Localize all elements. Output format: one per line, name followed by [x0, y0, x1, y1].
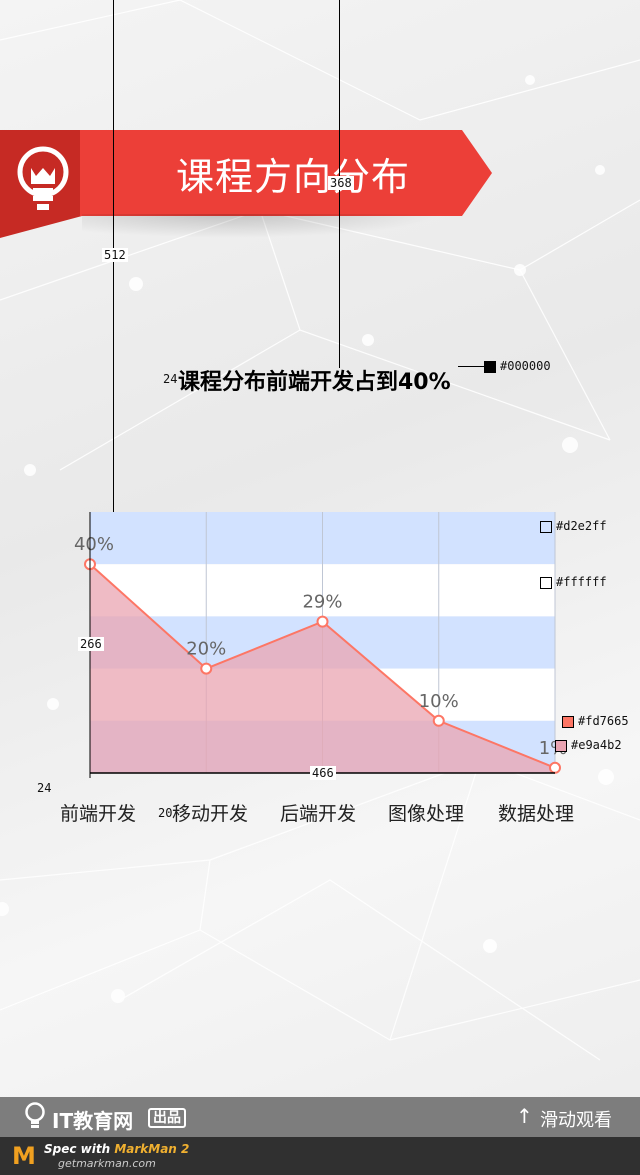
- x-tick-label: 数据处理: [498, 803, 575, 825]
- data-label: 29%: [302, 592, 342, 613]
- markman-credit: Spec with MarkMan 2: [44, 1142, 190, 1156]
- x-tick-label: 前端开发: [60, 803, 137, 825]
- banner-shadow: [82, 214, 442, 238]
- series-points: [84, 558, 561, 774]
- spec-measure-368: 368: [328, 176, 354, 190]
- markman-logo-icon: M: [12, 1142, 36, 1170]
- footer-brand: IT教育网: [52, 1109, 134, 1133]
- spec-color-text: #000000: [484, 359, 551, 373]
- markman-url: getmarkman.com: [58, 1157, 156, 1170]
- chart-subtitle: 课程分布前端开发占到40%: [178, 370, 451, 395]
- data-point: [549, 761, 561, 774]
- spec-color-fill: #e9a4b2: [555, 738, 622, 752]
- scroll-hint[interactable]: 滑动观看: [540, 1110, 612, 1131]
- spec-measure-24: 24: [163, 372, 178, 386]
- footer-badge: 出品: [148, 1108, 186, 1128]
- spec-measure-466: 466: [310, 766, 336, 780]
- spec-color-band-blue: #d2e2ff: [540, 519, 607, 533]
- banner-title: 课程方向分布: [176, 155, 411, 199]
- spec-measure-512: 512: [102, 248, 128, 262]
- x-tick-label: 移动开发: [172, 803, 249, 825]
- spec-color-line: #fd7665: [562, 714, 629, 728]
- spec-measure-20: 20: [158, 806, 173, 820]
- arrow-up-icon: ↑: [516, 1104, 533, 1128]
- data-point: [432, 714, 445, 727]
- x-tick-label: 后端开发: [280, 803, 357, 825]
- lightbulb-icon: [17, 146, 69, 210]
- spec-measure-24: 24: [37, 781, 52, 795]
- spec-color-band-white: #ffffff: [540, 575, 607, 589]
- data-label: 40%: [74, 534, 114, 555]
- banner-ribbon: [80, 130, 492, 216]
- data-point: [200, 662, 213, 675]
- data-label: 20%: [186, 639, 226, 660]
- spec-measure-266: 266: [78, 637, 104, 651]
- lightbulb-icon: [25, 1102, 45, 1128]
- x-tick-label: 图像处理: [388, 803, 465, 825]
- footer-bar: [0, 1097, 640, 1137]
- area-chart: 40%20%29%10%1%: [74, 512, 567, 778]
- spec-pointer: [458, 366, 484, 367]
- markman-bar: [0, 1137, 640, 1175]
- data-labels: 40%20%29%10%1%: [74, 534, 567, 759]
- data-point: [316, 615, 329, 628]
- data-label: 10%: [419, 691, 459, 712]
